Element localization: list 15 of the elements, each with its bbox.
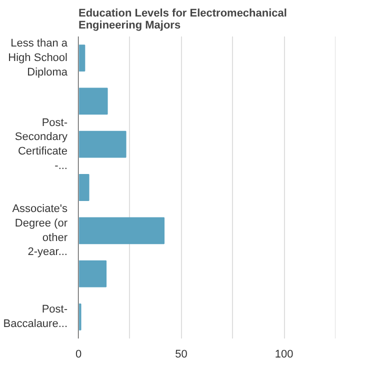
y-tick-label: Less than a High School Diploma bbox=[8, 38, 68, 78]
x-tick-label: 0 bbox=[75, 348, 82, 360]
bar bbox=[78, 44, 86, 72]
x-tick-label: 50 bbox=[175, 348, 188, 360]
y-tick-label: Post-Baccalaure... bbox=[3, 304, 68, 330]
x-tick-label: 100 bbox=[274, 348, 294, 360]
bar bbox=[78, 260, 107, 288]
bar bbox=[78, 88, 108, 115]
bar bbox=[78, 303, 82, 330]
bar bbox=[78, 130, 126, 158]
bar bbox=[78, 217, 165, 244]
y-tick-label: Post-Secondary Certificate -... bbox=[14, 116, 68, 172]
y-tick-label: Associate's Degree (or other 2-year... bbox=[12, 203, 68, 258]
chart-title: Education Levels for Electromechanical Engineering Majors bbox=[78, 8, 287, 32]
bar bbox=[78, 174, 90, 201]
